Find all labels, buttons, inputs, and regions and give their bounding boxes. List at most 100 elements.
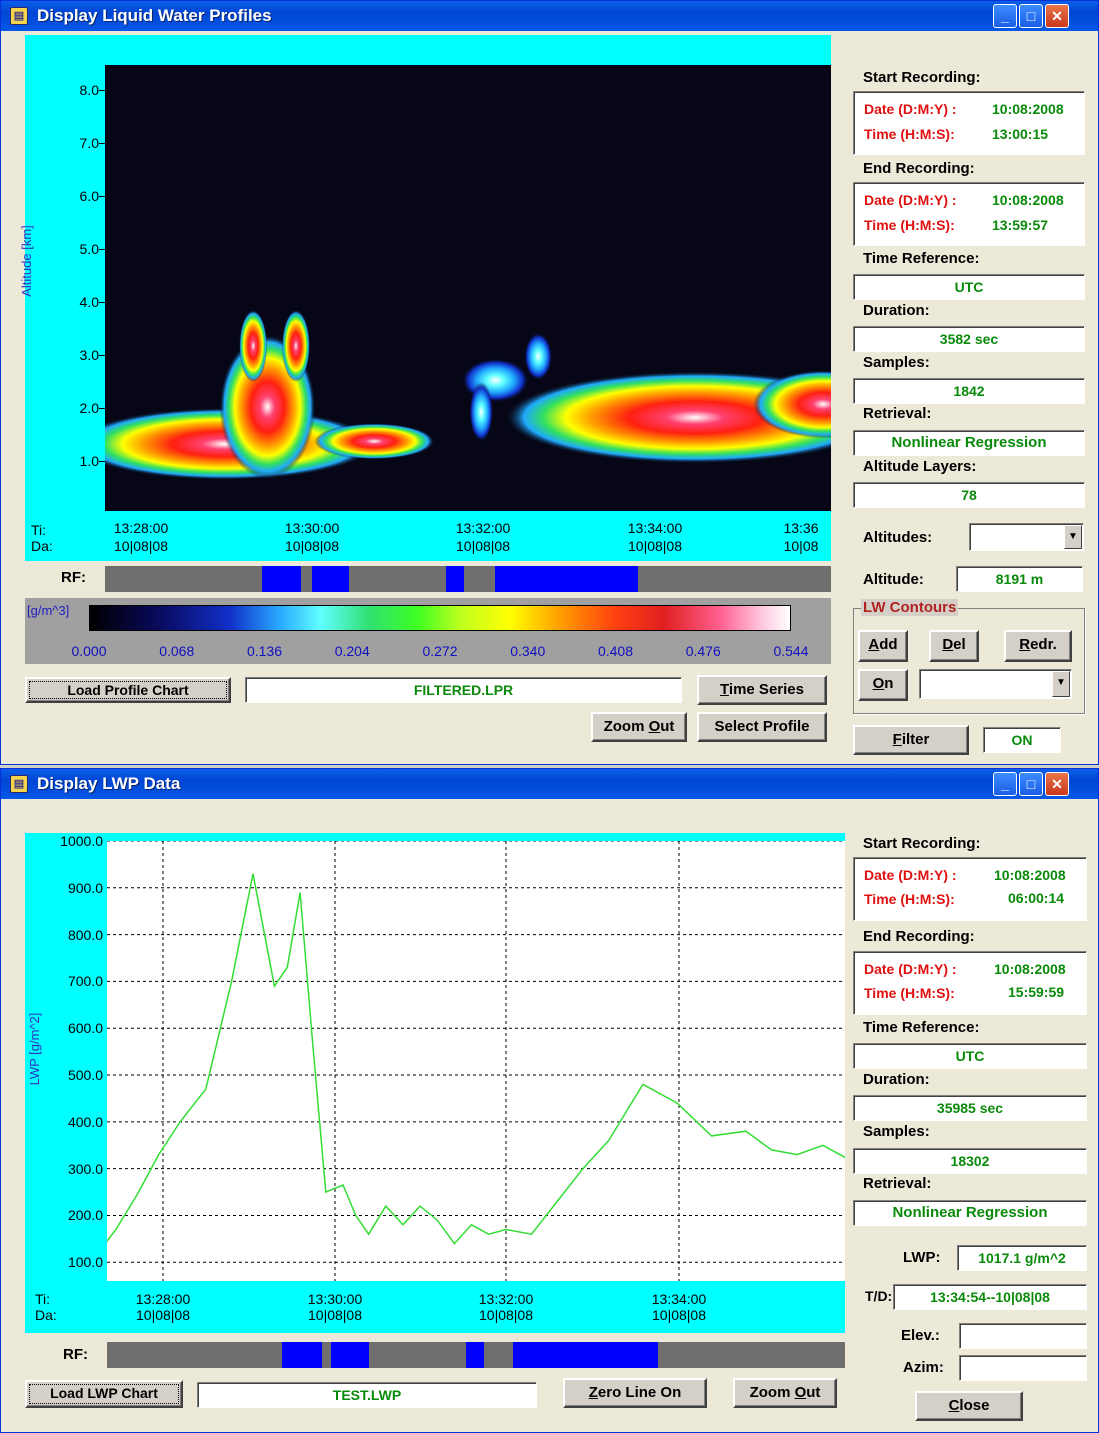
start-date-value: 10:08:2008 — [992, 101, 1064, 117]
y-tick-label: 2.0 — [79, 400, 99, 416]
da-label: Da: — [35, 1307, 57, 1323]
x-tick-time: 13:32:00 — [478, 1291, 534, 1307]
zoom-out-button[interactable]: Zoom Out — [591, 712, 687, 742]
colorbar-tick-label: 0.272 — [422, 643, 458, 659]
y-tick-label: 1.0 — [79, 453, 99, 469]
maximize-button[interactable]: □ — [1019, 772, 1043, 796]
y-tick-mark — [99, 302, 105, 303]
rf-segment — [446, 566, 464, 592]
zoom-out-button[interactable]: Zoom Out — [733, 1378, 837, 1408]
heatmap-blob — [524, 332, 553, 381]
zero-line-on-button[interactable]: Zero Line On — [563, 1378, 707, 1408]
chevron-down-icon[interactable]: ▼ — [1052, 671, 1070, 697]
colorbar — [89, 605, 791, 631]
start-recording-box: Date (D:M:Y) : 10:08:2008 Time (H:M:S): … — [853, 91, 1085, 155]
x-tick-time: 13:36 — [783, 520, 819, 536]
title-bar[interactable]: ▤ Display LWP Data _ □ ✕ — [1, 769, 1098, 799]
altitudes-label: Altitudes: — [863, 529, 933, 546]
y-axis-label: Altitude [km] — [19, 225, 34, 297]
y-tick-mark — [99, 90, 105, 91]
filter-button[interactable]: Filter — [853, 725, 969, 755]
rf-segment — [495, 566, 638, 592]
rf-label: RF: — [61, 569, 86, 586]
contour-on-button[interactable]: On — [858, 669, 908, 701]
x-tick-date: 10|08|08 — [652, 1307, 706, 1323]
start-recording-label: Start Recording: — [863, 835, 981, 852]
y-tick-label: 1000.0 — [60, 833, 103, 849]
x-tick-time: 13:28:00 — [135, 1291, 191, 1307]
y-tick-mark — [99, 408, 105, 409]
x-tick-date: 10|08|08 — [628, 538, 682, 554]
duration-label: Duration: — [863, 302, 930, 319]
lwp-plot-area[interactable] — [76, 840, 1098, 1281]
add-contour-button[interactable]: Add — [858, 630, 908, 662]
title-bar[interactable]: ▤ Display Liquid Water Profiles _ □ ✕ — [1, 1, 1098, 31]
x-tick-time: 13:32:00 — [455, 520, 511, 536]
rf-segment — [466, 1342, 484, 1368]
select-profile-button[interactable]: Select Profile — [697, 712, 827, 742]
da-label: Da: — [31, 538, 53, 554]
close-window-button[interactable]: ✕ — [1045, 772, 1069, 796]
azim-field[interactable] — [959, 1355, 1087, 1381]
time-reference-field: UTC — [853, 274, 1085, 300]
y-tick-label: 6.0 — [79, 188, 99, 204]
contour-dropdown[interactable]: ▼ — [919, 669, 1072, 699]
y-tick-mark — [99, 196, 105, 197]
colorbar-tick-label: 0.340 — [510, 643, 546, 659]
minimize-button[interactable]: _ — [993, 772, 1017, 796]
y-tick-label: 8.0 — [79, 82, 99, 98]
rf-segment — [331, 1342, 369, 1368]
colorbar-tick-label: 0.544 — [773, 643, 809, 659]
end-time-value: 15:59:59 — [1008, 984, 1065, 1000]
load-profile-chart-button[interactable]: Load Profile Chart — [25, 677, 231, 703]
colorbar-tick-label: 0.476 — [685, 643, 721, 659]
y-tick-mark — [99, 355, 105, 356]
altitude-field: 8191 m — [956, 566, 1083, 592]
y-tick-mark — [99, 461, 105, 462]
end-date-value: 10:08:2008 — [992, 192, 1064, 208]
end-recording-box: Date (D:M:Y) : 10:08:2008 Time (H:M:S): … — [853, 951, 1087, 1015]
elev-field[interactable] — [959, 1323, 1087, 1349]
rf-segment — [513, 1342, 658, 1368]
chevron-down-icon[interactable]: ▼ — [1064, 525, 1082, 549]
x-tick-date: 10|08|08 — [308, 1307, 362, 1323]
y-tick-label: 400.0 — [67, 1113, 103, 1130]
heatmap-blob — [314, 423, 435, 460]
rf-segment — [262, 566, 301, 592]
window-title: Display LWP Data — [37, 774, 181, 793]
profile-plot-area[interactable] — [105, 65, 831, 511]
del-contour-button[interactable]: Del — [929, 630, 979, 662]
lw-contours-title: LW Contours — [861, 599, 959, 616]
samples-label: Samples: — [863, 1123, 930, 1140]
duration-label: Duration: — [863, 1071, 930, 1088]
azim-label: Azim: — [903, 1359, 944, 1376]
maximize-button[interactable]: □ — [1019, 4, 1043, 28]
load-lwp-chart-button[interactable]: Load LWP Chart — [25, 1380, 183, 1408]
heatmap-blob — [469, 382, 494, 443]
redraw-contour-button[interactable]: Redr. — [1004, 630, 1072, 662]
y-tick-label: 500.0 — [67, 1067, 103, 1084]
time-series-button[interactable]: Time Series — [697, 675, 827, 705]
td-label: T/D: — [865, 1288, 893, 1304]
rf-strip — [107, 1342, 845, 1368]
altitudes-dropdown[interactable]: ▼ — [969, 523, 1084, 551]
retrieval-label: Retrieval: — [863, 1175, 932, 1192]
end-date-label: Date (D:M:Y) : — [864, 961, 957, 977]
y-tick-mark — [99, 143, 105, 144]
x-tick-date: 10|08|08 — [456, 538, 510, 554]
heatmap-blob — [505, 371, 831, 464]
y-tick-label: 600.0 — [67, 1020, 103, 1037]
end-date-label: Date (D:M:Y) : — [864, 192, 957, 208]
start-date-label: Date (D:M:Y) : — [864, 867, 957, 883]
lwp-value-field: 1017.1 g/m^2 — [957, 1245, 1087, 1271]
minimize-button[interactable]: _ — [993, 4, 1017, 28]
y-tick-mark — [99, 249, 105, 250]
end-recording-label: End Recording: — [863, 928, 975, 945]
time-reference-field: UTC — [853, 1043, 1087, 1069]
rf-segment — [282, 1342, 322, 1368]
close-window-button[interactable]: ✕ — [1045, 4, 1069, 28]
colorbar-tick-label: 0.000 — [71, 643, 107, 659]
y-tick-label: 300.0 — [67, 1160, 103, 1177]
close-button[interactable]: Close — [915, 1391, 1023, 1421]
altitude-layers-label: Altitude Layers: — [863, 458, 977, 475]
